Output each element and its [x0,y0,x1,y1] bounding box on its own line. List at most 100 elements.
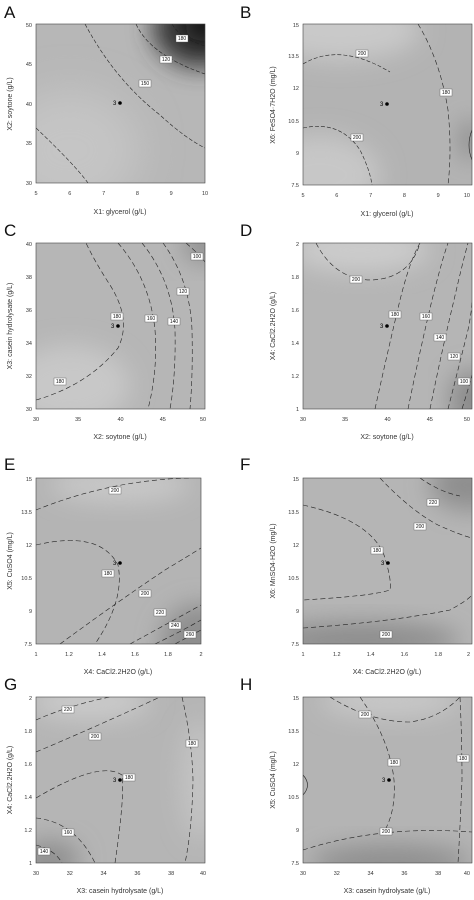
y-axis-label-e: X5: CuSO4 (mg/L) [7,532,14,590]
panel-letter-b: B [240,3,251,22]
svg-text:36: 36 [134,871,140,877]
contour-label: 180 [175,34,189,42]
y-axis-label-a: X2: soytone (g/L) [7,77,14,130]
panel-d: D 200 180 160 140 [240,221,473,441]
svg-text:1.4: 1.4 [24,795,32,801]
y-ticks-e: 7.5 9 10.5 12 13.5 15 [21,477,32,648]
svg-text:40: 40 [26,242,32,248]
svg-text:120: 120 [450,354,459,360]
x-axis-label-c: X2: soytone (g/L) [93,434,146,441]
center-point: 3 [380,324,389,330]
panel-letter-h: H [240,675,252,694]
x-axis-label-g: X3: casein hydrolysate (g/L) [77,888,164,895]
contour-label: 180 [456,754,470,762]
svg-text:220: 220 [156,610,165,616]
contour-line [303,54,391,73]
contour-label: 160 [419,312,433,320]
svg-text:34: 34 [101,871,107,877]
contour-label: 180 [110,312,124,320]
svg-text:12: 12 [293,86,299,92]
svg-text:40: 40 [200,871,206,877]
svg-text:36: 36 [401,871,407,877]
svg-text:100: 100 [193,254,202,260]
x-ticks-d: 30 35 40 45 50 [300,417,470,423]
contour-label: 120 [176,287,190,295]
plot-frame-d [302,242,473,410]
svg-text:45: 45 [160,417,166,423]
contour-line [36,817,96,863]
contour-line [379,478,472,539]
svg-text:40: 40 [117,417,123,423]
contour-line [59,547,201,644]
svg-text:13.5: 13.5 [288,54,299,60]
x-axis-label-a: X1: glycerol (g/L) [94,209,147,216]
x-ticks-b: 5 6 7 8 9 10 [301,193,470,199]
svg-text:3: 3 [382,778,386,784]
contour-label: 160 [144,314,158,322]
y-axis-label-g: X4: CaCl2.2H2O (g/L) [7,746,14,814]
contour-line [457,697,463,863]
svg-text:40: 40 [384,417,390,423]
svg-text:140: 140 [170,319,179,325]
svg-text:40: 40 [464,871,470,877]
panel-letter-e: E [4,455,15,474]
contour-line [162,243,193,409]
contour-line [185,243,205,263]
svg-text:1.6: 1.6 [24,762,32,768]
svg-text:30: 30 [26,407,32,413]
svg-text:10.5: 10.5 [288,119,299,125]
svg-text:180: 180 [188,741,197,747]
contour-label: 100 [190,252,204,260]
contour-line [447,299,472,409]
contour-label: 180 [370,546,384,554]
contour-line [154,619,201,644]
svg-text:15: 15 [293,696,299,702]
x-axis-label-h: X3: casein hydrolysate (g/L) [344,888,431,895]
svg-text:160: 160 [147,316,156,322]
svg-text:3: 3 [380,324,384,330]
svg-text:50: 50 [464,417,470,423]
panel-letter-a: A [4,3,16,22]
panel-f: F 220 200 180 200 3 [240,455,473,676]
svg-text:3: 3 [113,778,117,784]
svg-text:200: 200 [91,734,100,740]
svg-text:30: 30 [300,417,306,423]
svg-text:10: 10 [202,191,208,197]
y-ticks-c: 30 32 34 36 38 40 [26,242,32,413]
svg-text:100: 100 [460,379,469,385]
svg-text:10: 10 [464,193,470,199]
plot-frame-a [35,23,206,184]
svg-text:1.2: 1.2 [24,828,32,834]
x-ticks-a: 5 6 7 8 9 10 [34,191,208,197]
svg-text:120: 120 [162,57,171,63]
contour-line [84,24,205,149]
svg-text:260: 260 [186,632,195,638]
svg-text:36: 36 [26,308,32,314]
center-point: 3 [382,778,391,784]
svg-text:3: 3 [381,561,385,567]
svg-text:2: 2 [199,652,202,658]
svg-text:200: 200 [111,488,120,494]
svg-text:9: 9 [437,193,440,199]
svg-text:30: 30 [26,181,32,187]
svg-text:8: 8 [136,191,139,197]
contour-label: 180 [185,739,199,747]
svg-text:2: 2 [296,242,299,248]
svg-text:180: 180 [442,90,451,96]
svg-text:40: 40 [26,102,32,108]
plot-frame-b [302,23,473,186]
svg-text:32: 32 [67,871,73,877]
svg-text:35: 35 [75,417,81,423]
center-point: 3 [380,102,389,108]
svg-text:180: 180 [373,548,382,554]
contour-line [36,478,191,511]
svg-text:45: 45 [26,62,32,68]
contour-label: 180 [122,773,136,781]
contour-label: 200 [350,133,364,142]
plot-frame-c [35,242,206,410]
svg-text:38: 38 [435,871,441,877]
svg-text:30: 30 [33,417,39,423]
svg-text:1: 1 [301,652,304,658]
contour-label: 200 [379,827,393,835]
panel-letter-f: F [240,455,250,474]
